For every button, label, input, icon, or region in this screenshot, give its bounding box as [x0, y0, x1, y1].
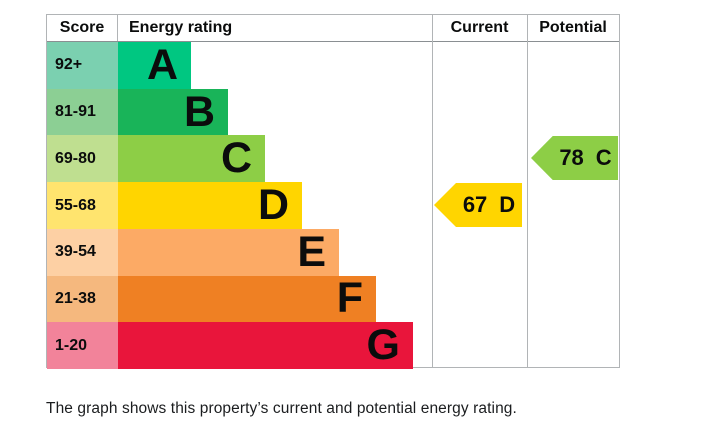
band-row-e: 39-54 E: [47, 227, 619, 276]
column-header-score: Score: [47, 15, 118, 41]
column-header-current: Current: [450, 19, 509, 36]
band-letter-f: F: [336, 274, 363, 323]
potential-rating-arrow: 78 C: [531, 136, 618, 180]
score-range-e: 39-54: [47, 228, 118, 276]
column-header-energy-rating: Energy rating: [129, 19, 233, 36]
chart-header-row: Score Energy rating Current Potential: [47, 15, 619, 42]
rating-bar-a: A: [118, 42, 191, 89]
band-letter-b: B: [183, 87, 215, 136]
potential-rating-score: 78: [559, 145, 584, 170]
band-row-a: 92+ A: [47, 42, 619, 89]
band-row-g: 1-20 G: [47, 321, 619, 370]
energy-rating-chart: Score Energy rating Current Potential 92…: [46, 14, 620, 370]
rating-rows: 92+ A 81-91 B 69-80 C 55-68: [47, 42, 619, 370]
rating-bar-f: F: [118, 274, 376, 323]
band-row-f: 21-38 F: [47, 274, 619, 323]
band-letter-a: A: [146, 40, 178, 89]
score-range-g: 1-20: [47, 322, 118, 370]
chart-caption: The graph shows this property’s current …: [46, 400, 517, 417]
current-column-divider: [432, 15, 433, 367]
score-range-a: 92+: [47, 42, 118, 89]
rating-bar-e: E: [118, 227, 339, 276]
potential-rating-band: C: [595, 145, 612, 170]
score-range-b: 81-91: [47, 88, 118, 136]
band-row-c: 69-80 C: [47, 134, 619, 183]
band-row-d: 55-68 D: [47, 182, 619, 229]
column-header-potential: Potential: [539, 19, 607, 36]
current-rating-score: 67: [462, 192, 488, 217]
rating-bar-c: C: [118, 134, 265, 183]
potential-column-divider: [527, 15, 528, 367]
band-letter-e: E: [297, 227, 326, 276]
score-range-c: 69-80: [47, 135, 118, 183]
rating-bar-g: G: [118, 321, 413, 370]
band-letter-g: G: [366, 321, 400, 370]
band-letter-d: D: [257, 181, 289, 230]
band-letter-c: C: [220, 134, 252, 183]
score-range-d: 55-68: [47, 182, 118, 229]
rating-bar-d: D: [118, 182, 302, 229]
band-row-b: 81-91 B: [47, 87, 619, 136]
score-range-f: 21-38: [47, 275, 118, 323]
rating-bar-b: B: [118, 87, 228, 136]
current-rating-band: D: [499, 192, 516, 217]
